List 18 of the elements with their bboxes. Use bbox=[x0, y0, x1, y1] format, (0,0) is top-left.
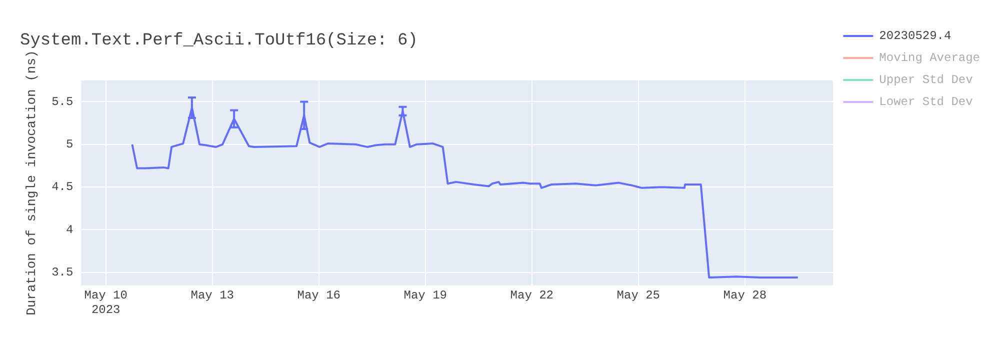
legend-label: Upper Std Dev bbox=[879, 73, 973, 88]
y-axis-title: Duration of single invocation (ns) bbox=[24, 50, 40, 316]
legend-label: 20230529.4 bbox=[879, 29, 952, 44]
x-tick-label: May 25 bbox=[616, 288, 660, 303]
y-tick-label: 4 bbox=[66, 222, 74, 237]
x-tick-label: May 16 bbox=[297, 288, 340, 303]
legend-label: Moving Average bbox=[879, 51, 980, 66]
y-tick-label: 3.5 bbox=[52, 266, 74, 280]
x-tick-label: May 28 bbox=[723, 288, 767, 303]
x-tick-label: May 13 bbox=[190, 288, 234, 303]
x-tick-label: May 19 bbox=[404, 288, 447, 303]
x-tick-label: May 10 2023 bbox=[84, 288, 128, 317]
chart-title: System.Text.Perf_Ascii.ToUtf16(Size: 6) bbox=[20, 32, 418, 51]
y-tick-label: 4.5 bbox=[52, 180, 74, 194]
x-tick-label: May 22 bbox=[510, 288, 554, 303]
y-tick-label: 5.5 bbox=[52, 94, 74, 109]
legend-label: Lower Std Dev bbox=[879, 95, 973, 110]
y-tick-label: 5 bbox=[66, 138, 74, 152]
